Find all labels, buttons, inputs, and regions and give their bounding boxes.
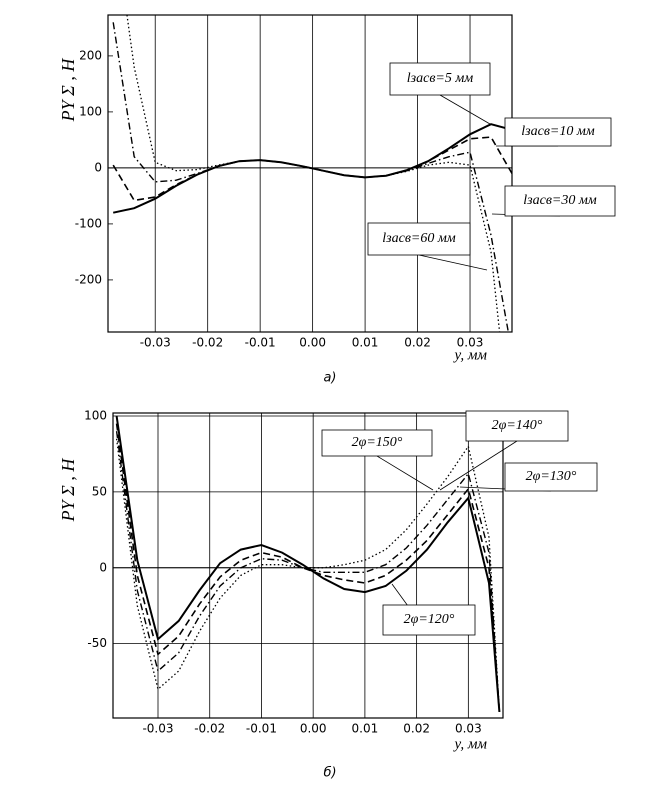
- callout-arrow: [418, 254, 488, 271]
- legend-box: [504, 462, 598, 492]
- x-tick-label: -0.01: [246, 722, 277, 736]
- x-tick-label: -0.02: [192, 336, 223, 350]
- callout-arrow: [439, 94, 491, 125]
- legend-box: [321, 429, 433, 457]
- legend-box: [382, 604, 476, 636]
- legend-box: [367, 222, 471, 256]
- y-tick-label: 100: [84, 409, 107, 423]
- series-line: [115, 438, 501, 712]
- legend-box: [389, 62, 491, 96]
- series-line: [115, 431, 501, 712]
- series-line: [112, 22, 510, 332]
- legend-box: [504, 117, 612, 147]
- series-line: [112, 136, 512, 202]
- x-tick-label: 0.00: [300, 722, 327, 736]
- y-tick-label: 0: [94, 160, 102, 174]
- legend-label: 2φ=140°: [492, 418, 543, 433]
- legend-label: lзасв=60 мм: [382, 231, 456, 246]
- x-tick-label: 0.01: [352, 336, 379, 350]
- legend-label: lзасв=10 мм: [521, 124, 595, 139]
- y-tick-label: -50: [87, 636, 107, 650]
- y-tick-label: 100: [79, 104, 102, 118]
- series-line: [115, 423, 501, 712]
- x-tick-label: 0.01: [352, 722, 379, 736]
- x-tick-label: 0.02: [404, 336, 431, 350]
- series-line: [115, 415, 501, 712]
- legend-box: [465, 410, 569, 442]
- legend-label: 2φ=150°: [352, 435, 403, 450]
- x-tick-label: -0.03: [142, 722, 173, 736]
- x-axis-label: y, мм: [453, 347, 488, 363]
- legend-label: 2φ=130°: [526, 469, 577, 484]
- callout-arrow: [376, 455, 434, 491]
- legend-box: [504, 185, 616, 217]
- x-tick-label: 0.00: [299, 336, 326, 350]
- series-line: [126, 15, 501, 332]
- x-tick-label: 0.03: [457, 336, 484, 350]
- x-tick-label: -0.02: [194, 722, 225, 736]
- caption: б): [323, 766, 336, 781]
- x-axis-label: y, мм: [453, 736, 488, 752]
- lines: [112, 15, 512, 332]
- x-tick-label: -0.01: [245, 336, 276, 350]
- x-tick-label: 0.02: [403, 722, 430, 736]
- callout-arrow: [439, 440, 518, 491]
- y-tick-label: -100: [75, 216, 102, 230]
- y-tick-label: 200: [79, 48, 102, 62]
- x-tick-label: 0.03: [455, 722, 482, 736]
- legend-label: lзасв=5 мм: [407, 71, 474, 86]
- y-axis-label: PY Σ , Н: [58, 458, 78, 523]
- lines: [115, 415, 501, 712]
- x-tick-label: -0.03: [140, 336, 171, 350]
- y-tick-label: -200: [75, 272, 102, 286]
- y-tick-label: 50: [92, 484, 107, 498]
- plot-frame: [112, 412, 504, 719]
- plot-frame: [107, 14, 513, 333]
- y-axis-label: PY Σ , Н: [58, 58, 78, 123]
- legend-label: 2φ=120°: [404, 612, 455, 627]
- legend-label: lзасв=30 мм: [523, 193, 597, 208]
- caption: а): [323, 371, 336, 386]
- y-tick-label: 0: [99, 560, 107, 574]
